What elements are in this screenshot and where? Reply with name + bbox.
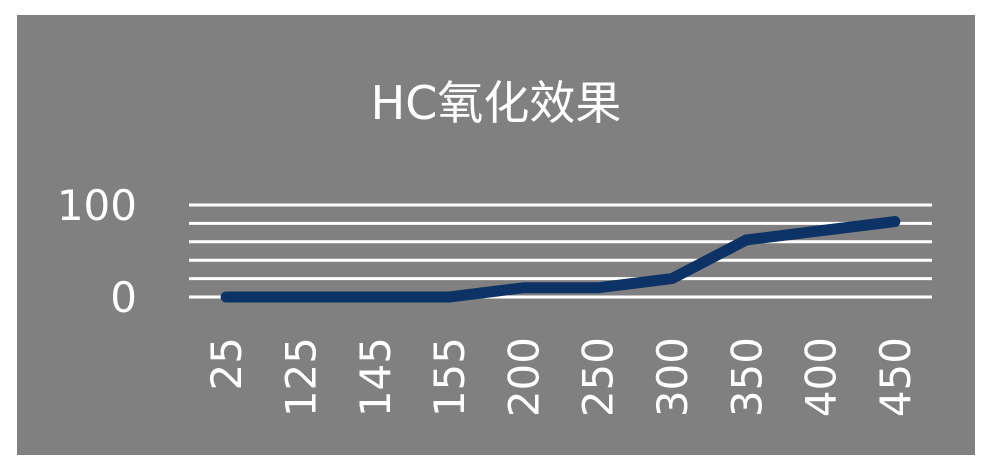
x-tick-label: 450 xyxy=(871,337,920,417)
x-tick-label: 300 xyxy=(648,337,697,417)
x-tick-label: 125 xyxy=(276,337,325,417)
chart-title: HC氧化效果 xyxy=(371,76,622,130)
line-chart: HC氧化效果 0 100 25 125 145 155 200 250 300 350 400 45… xyxy=(57,76,932,417)
x-axis-tick-labels: 25 125 145 155 200 250 300 350 400 450 xyxy=(202,337,920,417)
y-axis-tick-labels: 0 100 xyxy=(57,181,137,322)
x-tick-label: 145 xyxy=(351,337,400,417)
chart-frame: HC氧化效果 0 100 25 125 145 155 200 250 300 350 400 45… xyxy=(12,10,980,460)
series-layer xyxy=(220,216,901,303)
x-tick-label: 155 xyxy=(425,337,474,417)
series-line xyxy=(220,216,901,303)
x-tick-label: 250 xyxy=(574,337,623,417)
y-tick-label: 100 xyxy=(57,181,137,230)
x-tick-label: 350 xyxy=(722,337,771,417)
x-tick-label: 25 xyxy=(202,337,251,390)
x-tick-label: 400 xyxy=(797,337,846,417)
gridlines xyxy=(189,203,932,299)
y-tick-label: 0 xyxy=(110,273,137,322)
x-tick-label: 200 xyxy=(499,337,548,417)
